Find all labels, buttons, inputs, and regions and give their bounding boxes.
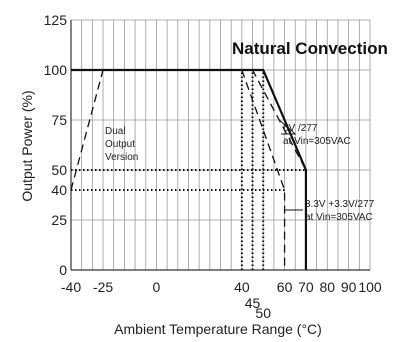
- x-tick-label: 90: [341, 279, 357, 295]
- annotation-dual-output: Output: [105, 139, 135, 150]
- annotations: Dual Output Version 5V /277 at Vin=305VAC 3.3…: [105, 119, 375, 223]
- y-tick-label: 50: [51, 162, 67, 178]
- x-tick-label: 40: [234, 279, 250, 295]
- annotation-dual-output: Dual: [105, 126, 126, 137]
- annotation-5v-leader: [278, 119, 297, 135]
- series-line-3: [241, 69, 286, 270]
- x-tick-label: 70: [298, 279, 314, 295]
- x-axis-title: Ambient Temperature Range (°C): [114, 321, 322, 337]
- x-tick-label: 60: [277, 279, 293, 295]
- y-tick-label: 25: [51, 212, 67, 228]
- annotation-5v: 5V /277: [283, 123, 318, 134]
- x-tick-label: 45: [245, 295, 261, 311]
- x-tick-label: -40: [61, 279, 81, 295]
- y-tick-label: 40: [51, 182, 67, 198]
- x-tick-label: -25: [93, 279, 113, 295]
- x-tick-label: 50: [255, 305, 271, 321]
- chart-title: Natural Convection: [232, 39, 388, 58]
- annotation-3v3: at Vin=305VAC: [305, 212, 373, 223]
- annotation-5v: at Vin=305VAC: [283, 136, 351, 147]
- y-tick-label: 125: [44, 12, 68, 28]
- x-tick-label: 100: [358, 279, 382, 295]
- y-tick-label: 75: [51, 112, 67, 128]
- y-tick-label: 100: [44, 62, 68, 78]
- reference-lines: [71, 70, 306, 270]
- y-tick-label: 0: [59, 262, 67, 278]
- x-tick-label: 80: [319, 279, 335, 295]
- annotation-3v3: 3.3V +3.3V/277: [305, 199, 375, 210]
- x-tick-label: 0: [153, 279, 161, 295]
- y-axis-title: Output Power (%): [19, 90, 35, 201]
- annotation-dual-output: Version: [105, 152, 138, 163]
